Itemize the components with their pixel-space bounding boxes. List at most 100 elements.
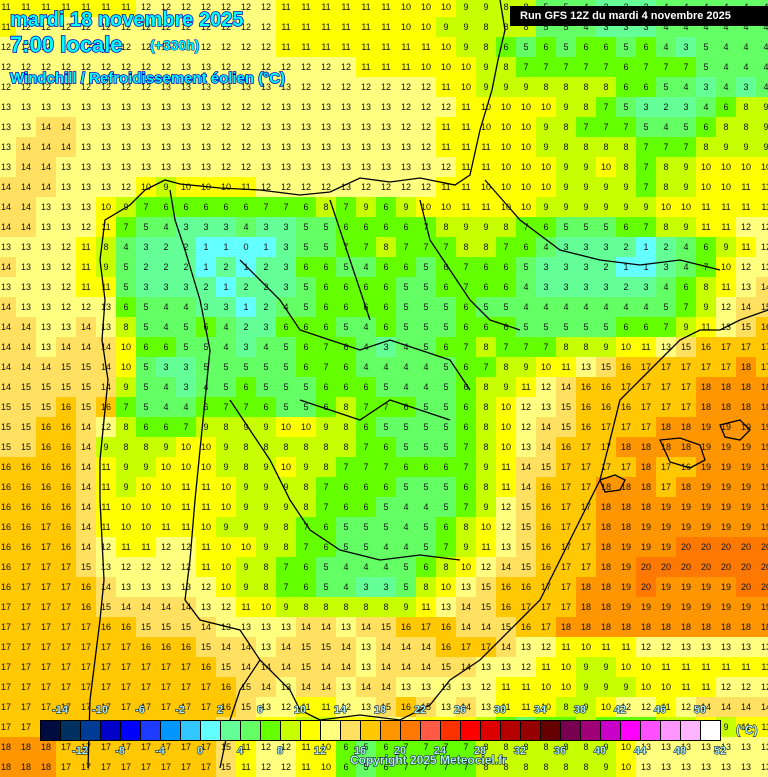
grid-value: 5 bbox=[196, 357, 216, 377]
grid-value: 4 bbox=[576, 297, 596, 317]
grid-value: 15 bbox=[56, 377, 76, 397]
grid-value: 8 bbox=[336, 437, 356, 457]
grid-value: 15 bbox=[16, 397, 36, 417]
grid-value: 6 bbox=[376, 277, 396, 297]
forecast-date: mardi 18 novembre 2025 bbox=[9, 8, 244, 32]
grid-value: 16 bbox=[496, 597, 516, 617]
grid-value: 15 bbox=[76, 397, 96, 417]
grid-value: 4 bbox=[416, 497, 436, 517]
grid-value: 6 bbox=[316, 257, 336, 277]
grid-value: 14 bbox=[0, 177, 16, 197]
grid-value: 12 bbox=[236, 137, 256, 157]
grid-value: 9 bbox=[716, 237, 736, 257]
legend-swatch bbox=[481, 721, 501, 740]
grid-value: 5 bbox=[616, 97, 636, 117]
grid-value: 14 bbox=[56, 337, 76, 357]
grid-value: 8 bbox=[276, 517, 296, 537]
grid-value: 1 bbox=[636, 257, 656, 277]
grid-value: 19 bbox=[736, 597, 756, 617]
grid-value: 10 bbox=[516, 117, 536, 137]
grid-value: 17 bbox=[0, 677, 16, 697]
grid-value: 9 bbox=[116, 457, 136, 477]
grid-value: 4 bbox=[716, 57, 736, 77]
grid-value: 16 bbox=[56, 437, 76, 457]
grid-value: 17 bbox=[596, 417, 616, 437]
grid-value: 17 bbox=[0, 637, 16, 657]
grid-value: 5 bbox=[376, 517, 396, 537]
grid-value: 13 bbox=[16, 97, 36, 117]
grid-value: 13 bbox=[276, 97, 296, 117]
grid-value: 17 bbox=[116, 697, 136, 717]
grid-value: 19 bbox=[636, 537, 656, 557]
grid-value: 17 bbox=[156, 677, 176, 697]
grid-value: 13 bbox=[396, 137, 416, 157]
grid-value: 14 bbox=[256, 677, 276, 697]
grid-value: 17 bbox=[56, 737, 76, 757]
grid-value: 17 bbox=[656, 357, 676, 377]
grid-value: 8 bbox=[316, 597, 336, 617]
grid-value: 4 bbox=[676, 237, 696, 257]
legend-tick-label: 28 bbox=[473, 745, 487, 758]
grid-value: 13 bbox=[56, 317, 76, 337]
legend-swatch bbox=[461, 721, 481, 740]
grid-value: 15 bbox=[516, 497, 536, 517]
grid-value: 19 bbox=[736, 517, 756, 537]
grid-value: 11 bbox=[736, 197, 756, 217]
legend-tick-label: 4 bbox=[236, 745, 244, 758]
grid-value: 16 bbox=[696, 337, 716, 357]
grid-value: 14 bbox=[56, 137, 76, 157]
grid-value: 11 bbox=[296, 0, 316, 17]
grid-value: 17 bbox=[576, 537, 596, 557]
grid-value: 12 bbox=[316, 77, 336, 97]
grid-value: 19 bbox=[716, 497, 736, 517]
grid-value: 12 bbox=[176, 557, 196, 577]
grid-value: 1 bbox=[216, 277, 236, 297]
grid-value: 14 bbox=[376, 657, 396, 677]
grid-value: 14 bbox=[36, 137, 56, 157]
grid-value: 10 bbox=[476, 177, 496, 197]
grid-value: 19 bbox=[676, 577, 696, 597]
grid-value: 11 bbox=[276, 17, 296, 37]
grid-value: 9 bbox=[236, 577, 256, 597]
grid-value: 12 bbox=[216, 97, 236, 117]
grid-value: 18 bbox=[636, 437, 656, 457]
grid-value: 18 bbox=[736, 357, 756, 377]
grid-value: 15 bbox=[96, 597, 116, 617]
grid-value: 5 bbox=[136, 357, 156, 377]
grid-value: 13 bbox=[696, 737, 716, 757]
grid-value: 4 bbox=[736, 57, 756, 77]
grid-value: 10 bbox=[296, 417, 316, 437]
grid-value: 13 bbox=[0, 117, 16, 137]
grid-value: 9 bbox=[676, 217, 696, 237]
grid-value: 11 bbox=[236, 177, 256, 197]
legend-tick-label: 32 bbox=[513, 745, 527, 758]
grid-value: 13 bbox=[196, 157, 216, 177]
grid-value: 6 bbox=[396, 457, 416, 477]
grid-value: 14 bbox=[256, 657, 276, 677]
grid-value: 11 bbox=[716, 197, 736, 217]
grid-value: 17 bbox=[136, 657, 156, 677]
grid-value: 8 bbox=[476, 37, 496, 57]
grid-value: 13 bbox=[56, 157, 76, 177]
grid-value: 18 bbox=[656, 617, 676, 637]
grid-value: 11 bbox=[716, 277, 736, 297]
grid-value: 14 bbox=[376, 677, 396, 697]
grid-value: 9 bbox=[456, 37, 476, 57]
grid-value: 6 bbox=[236, 197, 256, 217]
grid-value: 13 bbox=[736, 737, 756, 757]
grid-value: 17 bbox=[576, 457, 596, 477]
legend-swatch bbox=[141, 721, 161, 740]
grid-value: 14 bbox=[416, 637, 436, 657]
grid-value: 19 bbox=[636, 597, 656, 617]
grid-value: 13 bbox=[376, 97, 396, 117]
grid-value: 12 bbox=[56, 77, 76, 97]
grid-value: 9 bbox=[256, 497, 276, 517]
grid-value: 9 bbox=[476, 497, 496, 517]
grid-value: 5 bbox=[296, 277, 316, 297]
grid-value: 11 bbox=[696, 197, 716, 217]
grid-value: 6 bbox=[396, 217, 416, 237]
grid-value: 5 bbox=[296, 397, 316, 417]
grid-value: 11 bbox=[156, 517, 176, 537]
grid-value: 4 bbox=[156, 297, 176, 317]
